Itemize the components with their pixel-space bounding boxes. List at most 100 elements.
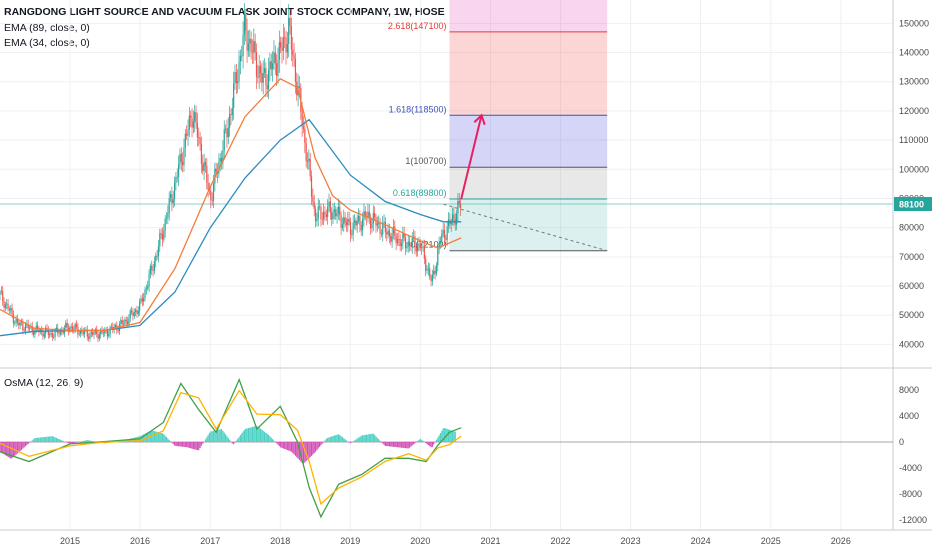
candle-body [169, 194, 172, 199]
osma-bar [380, 442, 382, 443]
osma-bar [0, 442, 2, 453]
candle-body [186, 133, 188, 136]
candle-body [22, 323, 24, 331]
ema34-legend[interactable]: EMA (34, close, 0) [4, 37, 90, 49]
candle-body [451, 214, 454, 222]
candle-body [288, 17, 290, 44]
candle-body [223, 129, 225, 151]
candle-body [19, 322, 21, 326]
candle-body [304, 128, 306, 143]
osma-bar [273, 440, 275, 442]
candle-body [386, 232, 388, 235]
osma-bar [441, 430, 443, 442]
candle-body [331, 212, 333, 220]
osma-bar [390, 442, 392, 447]
candle-body [184, 133, 186, 148]
candle-body [421, 247, 423, 249]
osma-bar [226, 436, 228, 442]
osma-bar [93, 441, 95, 442]
osma-bar [449, 429, 451, 442]
candle-body [176, 177, 178, 178]
osma-bar [414, 442, 416, 444]
candle-body [247, 43, 250, 51]
osma-bar [10, 442, 12, 459]
osma-bar [404, 442, 407, 449]
osma-bar [233, 442, 235, 445]
osma-bar [182, 442, 184, 447]
osma-bar [348, 442, 350, 443]
osma-bar [230, 441, 232, 443]
candle-body [23, 330, 25, 331]
osma-bar [400, 442, 403, 448]
osma-bar [231, 442, 233, 444]
osma-bar [453, 431, 455, 442]
osma-bar [391, 442, 393, 447]
candle-body [364, 211, 366, 217]
osma-bar [71, 442, 74, 444]
candle-body [0, 291, 1, 295]
osma-bar [407, 442, 409, 449]
osma-bar [374, 434, 376, 442]
osma-bar [384, 442, 386, 446]
price-axis-label: 100000 [899, 164, 929, 174]
osma-bar [288, 442, 290, 451]
candle-body [384, 221, 386, 233]
osma-bar [388, 442, 391, 447]
candle-body [239, 55, 241, 62]
candle-body [212, 183, 215, 201]
candle-body [276, 63, 278, 76]
candle-body [218, 162, 220, 174]
osma-bar [65, 442, 67, 443]
osma-bar [306, 442, 309, 460]
osma-bar [214, 430, 216, 442]
candle-body [135, 310, 137, 313]
candle-body [159, 233, 161, 247]
candle-body [74, 324, 76, 330]
candle-body [286, 43, 288, 53]
candle-body [327, 206, 329, 217]
candle-body [16, 319, 19, 323]
candle-body [407, 241, 409, 247]
osma-bar [336, 434, 338, 442]
candle-body [125, 319, 127, 322]
osma-bar [74, 442, 76, 443]
osma-bar [403, 442, 405, 449]
osma-axis-label: 8000 [899, 385, 919, 395]
osma-bar [294, 442, 297, 456]
osma-bar [171, 442, 173, 443]
candle-body [430, 276, 432, 281]
candle-body [353, 220, 356, 223]
osma-legend[interactable]: OsMA (12, 26, 9) [4, 377, 84, 389]
candle-body [168, 198, 170, 214]
osma-bar [418, 439, 420, 442]
osma-bar [262, 430, 264, 442]
candle-body [360, 224, 362, 231]
osma-bar [14, 442, 16, 456]
candle-body [147, 286, 149, 289]
candle-body [441, 233, 443, 241]
osma-bar [61, 440, 63, 442]
candle-body [399, 239, 401, 247]
candle-body [4, 304, 6, 308]
osma-bar [316, 442, 318, 451]
candle-body [382, 223, 384, 235]
osma-bar [378, 439, 380, 442]
osma-bar [439, 432, 442, 442]
osma-bar [198, 442, 200, 451]
candle-body [380, 233, 382, 235]
osma-bar [227, 437, 229, 442]
candle-body [319, 206, 321, 208]
osma-bar [398, 442, 400, 448]
candle-body [391, 233, 393, 242]
candle-body [35, 325, 37, 330]
candle-body [215, 168, 217, 173]
candle-body [435, 265, 438, 274]
osma-bar [269, 436, 271, 442]
osma-bar [323, 442, 325, 443]
ema89-legend[interactable]: EMA (89, close, 0) [4, 22, 90, 34]
candle-body [31, 325, 33, 332]
osma-bar [274, 441, 276, 443]
osma-bar [46, 436, 48, 442]
fib-zone [449, 115, 608, 168]
